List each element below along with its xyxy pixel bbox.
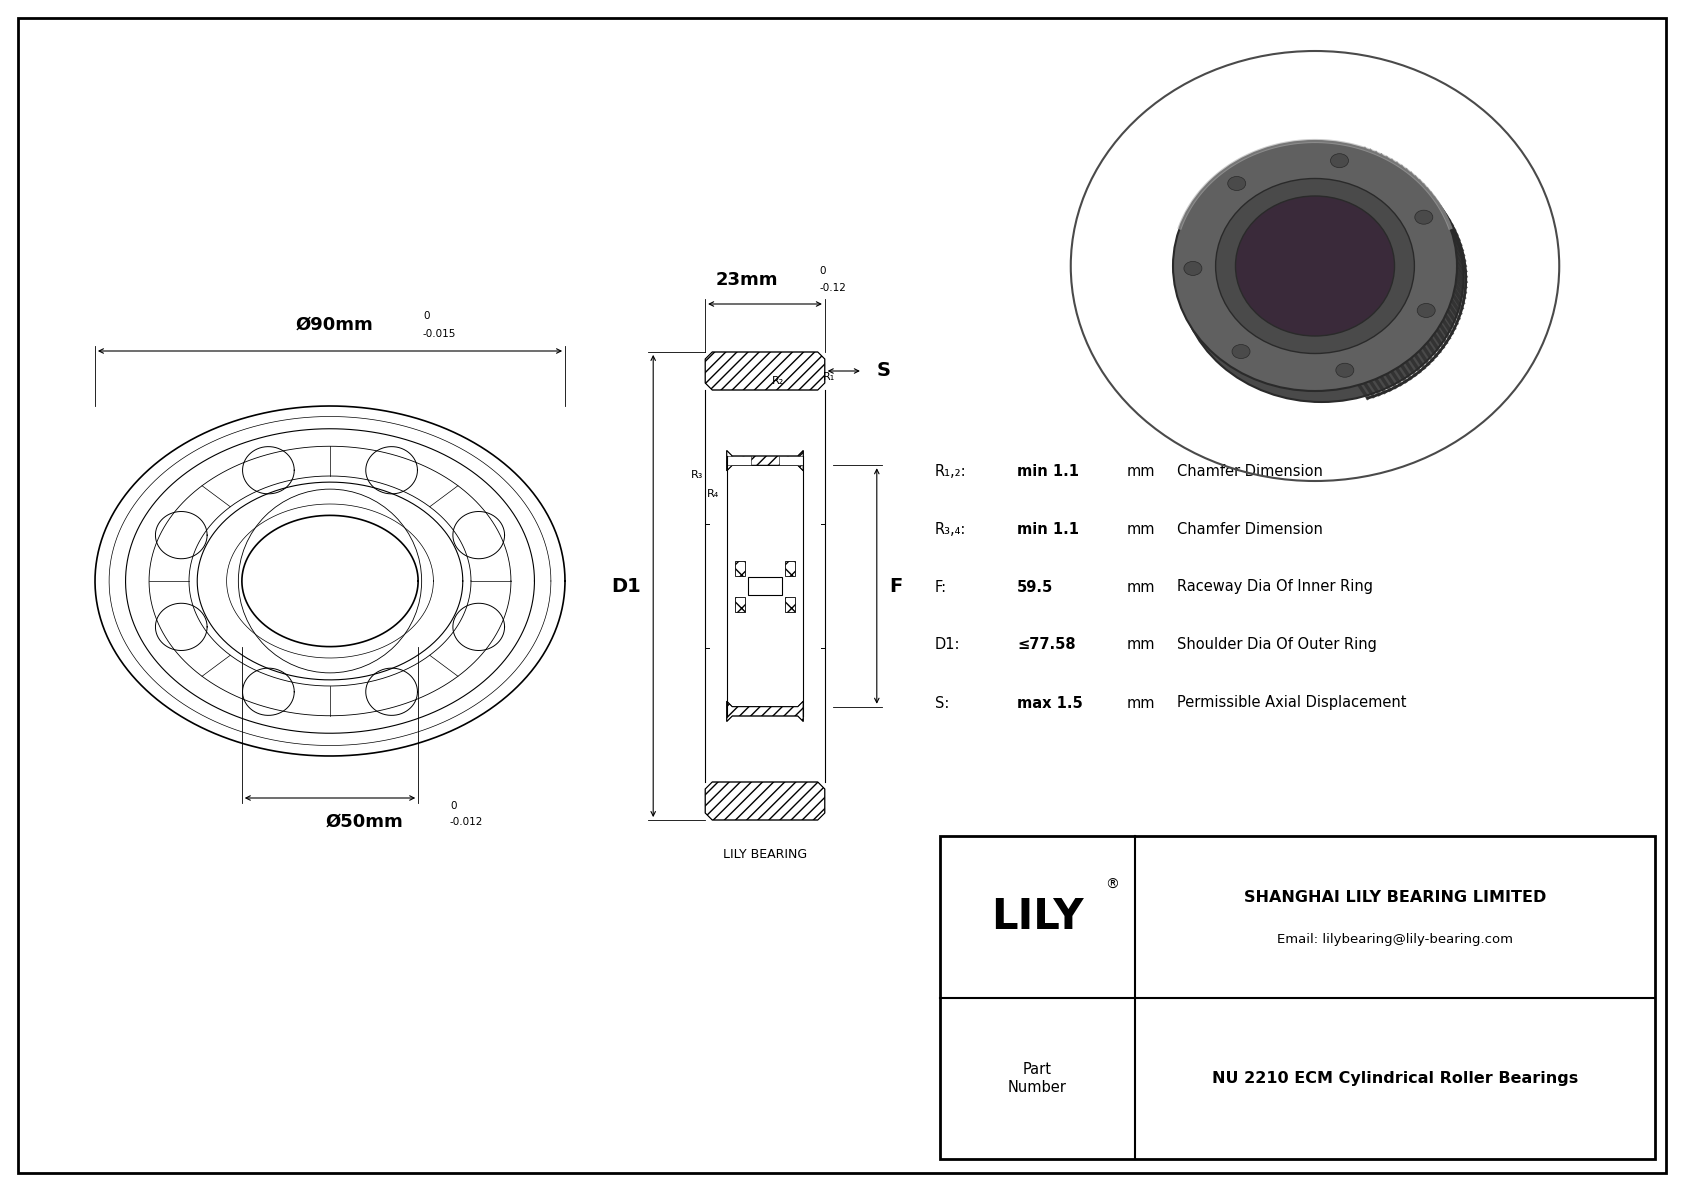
Ellipse shape [1216, 179, 1415, 354]
Text: R₄: R₄ [707, 490, 719, 499]
Polygon shape [727, 450, 803, 470]
Text: D1:: D1: [935, 637, 960, 653]
Text: mm: mm [1127, 522, 1155, 536]
Text: R₃,₄:: R₃,₄: [935, 522, 967, 536]
Bar [785, 561, 795, 575]
Bar [778, 456, 803, 466]
Text: mm: mm [1127, 463, 1155, 479]
Ellipse shape [1415, 210, 1433, 224]
Text: mm: mm [1127, 696, 1155, 711]
Text: Shoulder Dia Of Outer Ring: Shoulder Dia Of Outer Ring [1177, 637, 1378, 653]
Text: mm: mm [1127, 637, 1155, 653]
Text: 0: 0 [818, 266, 825, 276]
Ellipse shape [1233, 344, 1250, 358]
Bar [748, 578, 781, 594]
Text: R₃: R₃ [690, 470, 704, 480]
Text: Email: lilybearing@lily-bearing.com: Email: lilybearing@lily-bearing.com [1276, 933, 1512, 946]
Text: Ø50mm: Ø50mm [327, 813, 404, 831]
Ellipse shape [1330, 154, 1349, 168]
Text: LILY BEARING: LILY BEARING [722, 848, 807, 861]
Text: mm: mm [1127, 580, 1155, 594]
Text: max 1.5: max 1.5 [1017, 696, 1083, 711]
Text: R₁,₂:: R₁,₂: [935, 463, 967, 479]
Text: S:: S: [935, 696, 950, 711]
Ellipse shape [1243, 207, 1401, 347]
Text: LILY: LILY [992, 896, 1084, 939]
Text: Part
Number: Part Number [1009, 1062, 1068, 1095]
Text: ®: ® [1106, 878, 1120, 892]
Text: S: S [877, 362, 891, 380]
Bar [940, 836, 1655, 1159]
Ellipse shape [1179, 152, 1463, 403]
Text: 0: 0 [423, 311, 429, 322]
Text: min 1.1: min 1.1 [1017, 522, 1079, 536]
Ellipse shape [1418, 304, 1435, 318]
Text: Chamfer Dimension: Chamfer Dimension [1177, 522, 1324, 536]
Bar [736, 561, 746, 575]
Ellipse shape [1228, 176, 1246, 191]
Text: -0.12: -0.12 [818, 283, 845, 293]
Ellipse shape [1174, 141, 1457, 391]
Ellipse shape [1335, 363, 1354, 378]
Bar [727, 456, 751, 466]
Text: Raceway Dia Of Inner Ring: Raceway Dia Of Inner Ring [1177, 580, 1372, 594]
Text: R₂: R₂ [771, 376, 785, 386]
Text: 59.5: 59.5 [1017, 580, 1052, 594]
Text: 23mm: 23mm [716, 272, 778, 289]
Text: -0.012: -0.012 [450, 817, 483, 827]
Polygon shape [706, 782, 825, 819]
Text: F: F [889, 576, 903, 596]
Text: D1: D1 [611, 576, 642, 596]
Text: R₁: R₁ [823, 372, 835, 382]
Ellipse shape [1184, 261, 1202, 275]
Text: min 1.1: min 1.1 [1017, 463, 1079, 479]
Bar [785, 597, 795, 611]
Text: 0: 0 [450, 802, 456, 811]
Text: ≤77.58: ≤77.58 [1017, 637, 1076, 653]
Text: Ø90mm: Ø90mm [296, 316, 374, 333]
Text: Chamfer Dimension: Chamfer Dimension [1177, 463, 1324, 479]
Text: SHANGHAI LILY BEARING LIMITED: SHANGHAI LILY BEARING LIMITED [1244, 890, 1546, 904]
Ellipse shape [1236, 197, 1394, 336]
Text: -0.015: -0.015 [423, 329, 456, 339]
Bar [736, 597, 746, 611]
Text: F:: F: [935, 580, 946, 594]
Text: Permissible Axial Displacement: Permissible Axial Displacement [1177, 696, 1406, 711]
Polygon shape [706, 353, 825, 389]
Polygon shape [727, 701, 803, 722]
Text: NU 2210 ECM Cylindrical Roller Bearings: NU 2210 ECM Cylindrical Roller Bearings [1212, 1071, 1578, 1086]
